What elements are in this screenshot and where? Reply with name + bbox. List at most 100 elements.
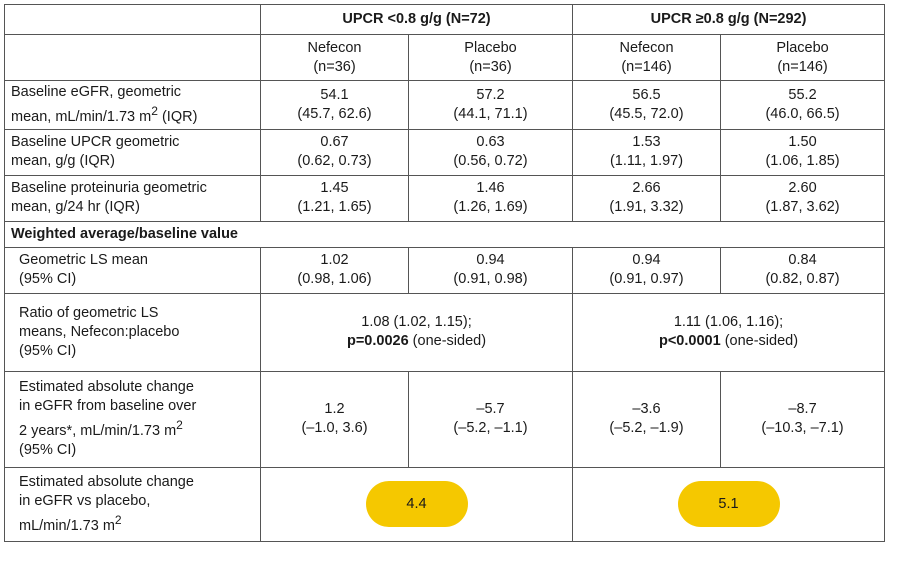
results-table: UPCR <0.8 g/g (N=72) UPCR ≥0.8 g/g (N=29… — [3, 4, 886, 542]
value-cell: –5.7 (–5.2, –1.1) — [407, 370, 574, 468]
row-label-line: mL/min/1.73 m — [19, 517, 115, 534]
ratio-cell-high: 1.11 (1.06, 1.16); p<0.0001 (one-sided) — [572, 292, 886, 372]
value: 1.2 — [324, 401, 345, 418]
row-label-line: Baseline eGFR, geometric — [11, 84, 182, 100]
p-note: (one-sided) — [720, 333, 799, 350]
ratio-cell-low: 1.08 (1.02, 1.15); p=0.0026 (one-sided) — [259, 292, 574, 372]
range: (1.87, 3.62) — [765, 199, 840, 216]
table-row-ratio: Ratio of geometric LS means, Nefecon:plac… — [4, 292, 886, 372]
value-cell: –3.6 (–5.2, –1.9) — [572, 370, 722, 468]
p-value: p<0.0001 — [658, 333, 721, 350]
vs-placebo-cell-low: 4.4 — [259, 466, 574, 542]
arm-header: Placebo (n=146) — [720, 34, 886, 81]
corner-cell — [4, 4, 261, 35]
value-cell: 2.66 (1.91, 3.32) — [572, 174, 722, 222]
range: (1.11, 1.97) — [609, 153, 684, 170]
value-cell: 0.63 (0.56, 0.72) — [407, 128, 574, 176]
row-label-line: mean, mL/min/1.73 m — [11, 108, 152, 125]
row-label: Estimated absolute change in eGFR vs plac… — [4, 466, 261, 542]
value: 1.46 — [476, 180, 505, 197]
value-cell: –8.7 (–10.3, –7.1) — [720, 370, 886, 468]
value: –8.7 — [788, 401, 817, 418]
range: (1.06, 1.85) — [765, 153, 840, 170]
range: (44.1, 71.1) — [453, 105, 528, 122]
value: 0.94 — [476, 252, 505, 269]
arm-header: Nefecon (n=146) — [572, 34, 722, 81]
value-cell: 0.67 (0.62, 0.73) — [260, 128, 409, 176]
value: 57.2 — [476, 86, 505, 103]
row-label-line: (95% CI) — [19, 271, 77, 288]
value-cell: 1.50 (1.06, 1.85) — [720, 128, 886, 176]
row-label-line: mean, g/g (IQR) — [11, 153, 115, 170]
row-label-line: mean, g/24 hr (IQR) — [11, 199, 140, 216]
value: 0.84 — [788, 252, 817, 269]
table-row-absolute-change: Estimated absolute change in eGFR from ba… — [4, 370, 886, 468]
value-cell: 56.5 (45.5, 72.0) — [572, 80, 722, 130]
range: (–1.0, 3.6) — [301, 420, 368, 437]
value-cell: 55.2 (46.0, 66.5) — [720, 80, 886, 130]
vs-placebo-cell-high: 5.1 — [572, 466, 886, 542]
section-header-row: Weighted average/baseline value — [3, 220, 886, 248]
value-cell: 0.94 (0.91, 0.98) — [407, 246, 574, 294]
range: (–10.3, –7.1) — [761, 420, 844, 437]
arm-n: (n=36) — [469, 58, 512, 75]
value: 0.63 — [476, 134, 505, 151]
arm-header-row: Nefecon (n=36) Placebo (n=36) Nefecon (n=14… — [4, 34, 886, 81]
row-label: Estimated absolute change in eGFR from ba… — [4, 370, 261, 468]
range: (0.62, 0.73) — [297, 153, 372, 170]
range: (1.91, 3.32) — [609, 199, 684, 216]
group-header-row: UPCR <0.8 g/g (N=72) UPCR ≥0.8 g/g (N=29… — [4, 4, 886, 35]
value: 1.02 — [320, 252, 349, 269]
value-cell: 0.84 (0.82, 0.87) — [720, 246, 886, 294]
row-label-line: Baseline proteinuria geometric — [11, 180, 207, 197]
range: (1.26, 1.69) — [453, 199, 528, 216]
group-header-high: UPCR ≥0.8 g/g (N=292) — [572, 4, 886, 35]
row-label-line: (IQR) — [157, 108, 198, 125]
row-label-line: Ratio of geometric LS — [19, 304, 159, 321]
arm-name: Nefecon — [619, 39, 674, 56]
arm-header: Placebo (n=36) — [407, 34, 574, 81]
value: 56.5 — [632, 86, 661, 103]
row-label-line: Estimated absolute change — [19, 379, 194, 396]
range: (0.91, 0.97) — [609, 271, 684, 288]
table-row-baseline-proteinuria: Baseline proteinuria geometric mean, g/24… — [4, 174, 886, 222]
value: 2.60 — [788, 180, 817, 197]
group-header-low: UPCR <0.8 g/g (N=72) — [259, 4, 574, 35]
range: (0.98, 1.06) — [297, 271, 372, 288]
p-note: (one-sided) — [408, 333, 487, 350]
value: 0.67 — [320, 134, 349, 151]
row-label-line: (95% CI) — [19, 442, 77, 459]
row-label-line: Geometric LS mean — [19, 252, 148, 269]
highlight-pill: 4.4 — [365, 481, 468, 528]
arm-name: Placebo — [776, 39, 829, 56]
range: (46.0, 66.5) — [765, 105, 840, 122]
value-cell: 0.94 (0.91, 0.97) — [572, 246, 722, 294]
value-cell: 1.53 (1.11, 1.97) — [572, 128, 722, 176]
row-label: Baseline UPCR geometric mean, g/g (IQR) — [4, 128, 261, 176]
table-row-baseline-egfr: Baseline eGFR, geometric mean, mL/min/1.7… — [4, 80, 886, 130]
row-label-line: Baseline UPCR geometric — [11, 134, 180, 151]
value: 1.50 — [788, 134, 817, 151]
range: (0.91, 0.98) — [453, 271, 528, 288]
row-label: Baseline proteinuria geometric mean, g/24… — [4, 174, 261, 222]
row-label: Baseline eGFR, geometric mean, mL/min/1.7… — [4, 80, 261, 130]
value: –5.7 — [476, 401, 505, 418]
value: 55.2 — [788, 86, 817, 103]
value-cell: 2.60 (1.87, 3.62) — [720, 174, 886, 222]
table-row-ls-mean: Geometric LS mean (95% CI) 1.02 (0.98, 1.0… — [4, 246, 886, 294]
superscript: 2 — [151, 104, 158, 118]
row-label-line: in eGFR vs placebo, — [19, 492, 151, 509]
p-value: p=0.0026 — [346, 333, 409, 350]
arm-n: (n=36) — [313, 58, 356, 75]
row-label: Ratio of geometric LS means, Nefecon:plac… — [4, 292, 261, 372]
value: 2.66 — [632, 180, 661, 197]
superscript: 2 — [114, 512, 122, 527]
arm-n: (n=146) — [621, 58, 672, 75]
range: (0.82, 0.87) — [765, 271, 840, 288]
value-cell: 57.2 (44.1, 71.1) — [407, 80, 574, 130]
range: (0.56, 0.72) — [453, 153, 528, 170]
value: 1.45 — [320, 180, 349, 197]
arm-header: Nefecon (n=36) — [260, 34, 409, 81]
value: 0.94 — [632, 252, 661, 269]
value-cell: 1.2 (–1.0, 3.6) — [260, 370, 409, 468]
